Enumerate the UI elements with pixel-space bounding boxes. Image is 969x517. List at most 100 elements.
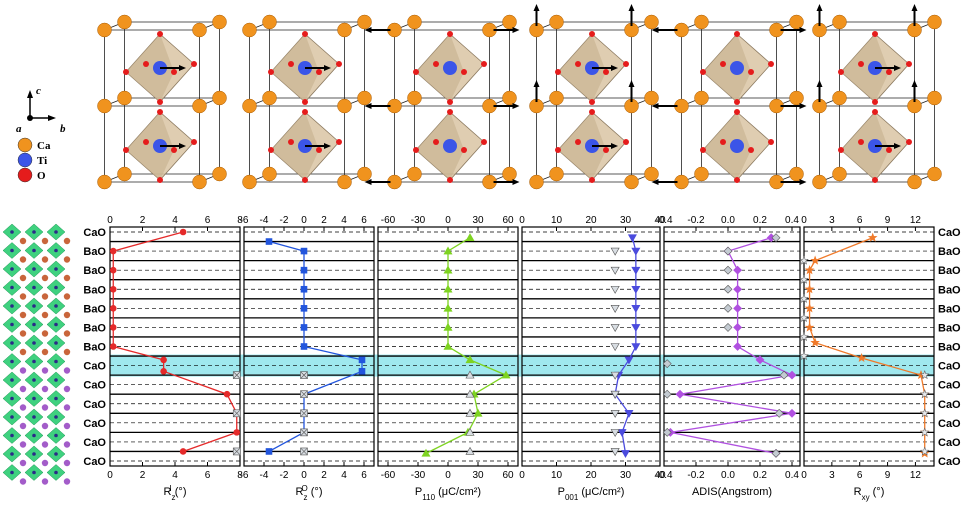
top-tick-label: 9 [885,215,891,226]
top-tick-label: 12 [910,215,922,226]
top-tick-label: 0.0 [721,215,735,226]
ti-site [32,470,36,475]
bottom-tick-label: -2 [280,470,289,481]
panel-1: 0 0 2 2 4 4 6 6 8 8 RzI (°) [107,215,243,502]
o-atom [461,69,467,75]
a-site-atom [41,256,49,263]
ti-atom [730,61,744,75]
ca-atom [212,14,227,30]
a-site-atom [63,274,71,282]
layer-label-right: CaO [938,399,961,411]
o-atom [700,69,706,75]
a-site-atom [41,330,49,337]
top-tick-label: 0 [445,215,451,226]
a-axis-dot [27,115,33,121]
data-point [810,337,820,347]
ti-site [32,341,36,345]
a-site-atom [19,422,27,430]
top-tick-label: 8 [237,215,243,226]
ca-atom [927,166,942,182]
marker-cross [233,410,240,417]
ca-atom [357,166,372,182]
top-tick-label: 20 [585,215,597,226]
a-site-atom [63,293,71,300]
data-point [265,238,273,245]
ca-atom [644,166,659,182]
unit-cell-5 [651,14,807,190]
bottom-tick-label: 30 [620,470,632,481]
bottom-tick-label: -0.4 [655,470,673,481]
layer-label-left: CaO [83,380,106,392]
ti-site [32,378,36,382]
unit-cell-2 [242,14,372,190]
top-tick-label: 0 [107,215,113,226]
ca-atom [262,90,277,106]
o-atom [143,139,149,145]
data-point [473,408,483,417]
ti-site [10,470,14,475]
o-atom [768,139,774,145]
o-atom [575,61,581,67]
o-atom [302,31,308,37]
ti-site [54,378,58,382]
top-tick-label: 6 [205,215,211,226]
bottom-tick-label: 6 [361,470,367,481]
layer-label-left: CaO [83,227,106,239]
ca-atom [832,90,847,106]
data-point [300,266,308,274]
data-point [631,305,641,313]
ti-site [10,433,14,438]
data-point [723,322,733,332]
octahedron-face [703,34,751,102]
x-axis-label: RzO (°) [296,484,323,502]
arrowhead [611,65,618,71]
a-site-atom [19,478,27,485]
o-atom [481,139,487,145]
bottom-tick-label: 0 [107,470,113,481]
o-atom [906,61,912,67]
bottom-tick-label: 0.4 [785,470,799,481]
layer-label-right: CaO [938,437,961,449]
arrowhead [651,27,659,33]
bottom-tick-label: 8 [237,470,243,481]
o-atom [447,109,453,115]
octahedron-face [703,112,751,180]
a-site-atom [41,422,49,430]
o-atom [589,109,595,115]
o-atom [191,61,197,67]
a-site-atom [41,441,49,448]
ca-atom [549,166,564,182]
o-atom [555,147,561,153]
data-point [610,266,620,275]
a-site-atom [63,237,71,245]
ca-atom [644,90,659,106]
o-atom [575,139,581,145]
ca-atom [212,166,227,182]
data-point [160,368,167,375]
bottom-tick-label: 0 [445,470,451,481]
unit-cell-1 [97,14,227,190]
unit-cell-3 [364,14,520,190]
bottom-tick-label: 6 [857,470,863,481]
ca-atom [789,166,804,182]
data-point [233,429,241,436]
data-point [443,284,453,293]
o-atom [268,69,274,75]
ca-atom [192,22,207,38]
a-site-atom [41,237,49,245]
axis-c-label: c [36,85,41,97]
data-point [610,247,620,256]
top-tick-label: -6 [240,215,249,226]
bottom-tick-label: 60 [502,470,514,481]
bottom-tick-label: 2 [140,470,146,481]
ti-site [32,230,36,234]
data-point [610,305,620,313]
o-atom [447,99,453,105]
data-point [631,324,641,333]
o-atom [603,147,609,153]
panel-frame [803,226,935,467]
data-point [300,343,308,350]
octahedron-face [271,112,319,180]
marker-cross [300,410,308,417]
panel-5: -0.4 -0.4 -0.2 -0.2 0.0 0.0 0.2 0.2 0.4 0.4 ADIS(A… [655,215,801,498]
